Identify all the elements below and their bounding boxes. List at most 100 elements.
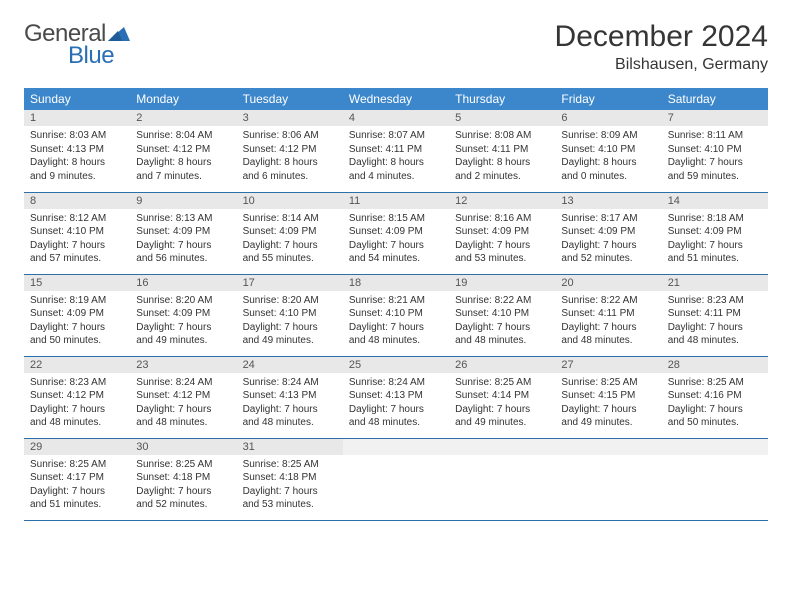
sunrise-label: Sunrise:	[30, 213, 67, 224]
sunrise-line: Sunrise: 8:20 AM	[243, 294, 337, 308]
sunset-line: Sunset: 4:11 PM	[561, 307, 655, 321]
day-details: Sunrise: 8:22 AMSunset: 4:10 PMDaylight:…	[449, 291, 555, 352]
sunrise-line: Sunrise: 8:25 AM	[455, 376, 549, 390]
calendar-cell: 31Sunrise: 8:25 AMSunset: 4:18 PMDayligh…	[237, 438, 343, 520]
sunset-line: Sunset: 4:13 PM	[349, 389, 443, 403]
sunset-line: Sunset: 4:15 PM	[561, 389, 655, 403]
sunrise-line: Sunrise: 8:13 AM	[136, 212, 230, 226]
sunset-line: Sunset: 4:18 PM	[136, 471, 230, 485]
daylight-label: Daylight:	[136, 240, 175, 251]
sunrise-line: Sunrise: 8:08 AM	[455, 129, 549, 143]
day-details: Sunrise: 8:09 AMSunset: 4:10 PMDaylight:…	[555, 126, 661, 187]
daylight-label: Daylight:	[136, 322, 175, 333]
sunrise-line: Sunrise: 8:22 AM	[455, 294, 549, 308]
sunset-label: Sunset:	[455, 144, 489, 155]
daylight-line: Daylight: 7 hours and 50 minutes.	[30, 321, 124, 348]
sunrise-line: Sunrise: 8:04 AM	[136, 129, 230, 143]
sunrise-line: Sunrise: 8:22 AM	[561, 294, 655, 308]
sunrise-value: 8:25 AM	[495, 377, 532, 388]
sunset-label: Sunset:	[243, 308, 277, 319]
daylight-line: Daylight: 8 hours and 0 minutes.	[561, 156, 655, 183]
sunset-label: Sunset:	[668, 144, 702, 155]
sunrise-label: Sunrise:	[136, 213, 173, 224]
sunset-value: 4:13 PM	[279, 390, 316, 401]
sunset-value: 4:11 PM	[386, 144, 423, 155]
sunrise-value: 8:14 AM	[282, 213, 319, 224]
sunset-label: Sunset:	[30, 390, 64, 401]
sunset-line: Sunset: 4:11 PM	[349, 143, 443, 157]
day-details: Sunrise: 8:18 AMSunset: 4:09 PMDaylight:…	[662, 209, 768, 270]
day-number: 3	[237, 110, 343, 126]
logo-text-blue: Blue	[68, 42, 114, 70]
location-text: Bilshausen, Germany	[555, 56, 768, 74]
sunset-value: 4:10 PM	[67, 226, 104, 237]
logo: General Blue	[24, 20, 130, 70]
sunrise-line: Sunrise: 8:25 AM	[30, 458, 124, 472]
calendar-cell: 15Sunrise: 8:19 AMSunset: 4:09 PMDayligh…	[24, 274, 130, 356]
calendar-cell: 26Sunrise: 8:25 AMSunset: 4:14 PMDayligh…	[449, 356, 555, 438]
sunset-value: 4:09 PM	[492, 226, 529, 237]
day-number: 28	[662, 357, 768, 373]
day-number: 26	[449, 357, 555, 373]
sunrise-value: 8:25 AM	[601, 377, 638, 388]
sunset-line: Sunset: 4:18 PM	[243, 471, 337, 485]
daylight-label: Daylight:	[668, 404, 707, 415]
daylight-label: Daylight:	[30, 486, 69, 497]
daylight-label: Daylight:	[668, 240, 707, 251]
daylight-line: Daylight: 8 hours and 2 minutes.	[455, 156, 549, 183]
daylight-line: Daylight: 7 hours and 49 minutes.	[561, 403, 655, 430]
daylight-label: Daylight:	[561, 404, 600, 415]
sunrise-value: 8:23 AM	[69, 377, 106, 388]
sunrise-label: Sunrise:	[561, 295, 598, 306]
daylight-label: Daylight:	[136, 157, 175, 168]
sunset-value: 4:10 PM	[704, 144, 741, 155]
day-details: Sunrise: 8:14 AMSunset: 4:09 PMDaylight:…	[237, 209, 343, 270]
sunset-value: 4:09 PM	[279, 226, 316, 237]
day-number-empty	[662, 439, 768, 455]
daylight-line: Daylight: 7 hours and 49 minutes.	[136, 321, 230, 348]
day-number: 7	[662, 110, 768, 126]
day-details: Sunrise: 8:25 AMSunset: 4:17 PMDaylight:…	[24, 455, 130, 516]
sunrise-value: 8:17 AM	[601, 213, 638, 224]
sunrise-value: 8:22 AM	[601, 295, 638, 306]
daylight-label: Daylight:	[349, 240, 388, 251]
sunrise-label: Sunrise:	[561, 130, 598, 141]
day-header: Saturday	[662, 88, 768, 110]
sunset-label: Sunset:	[243, 226, 277, 237]
daylight-label: Daylight:	[561, 322, 600, 333]
sunrise-value: 8:21 AM	[388, 295, 425, 306]
day-details: Sunrise: 8:25 AMSunset: 4:18 PMDaylight:…	[237, 455, 343, 516]
day-number: 12	[449, 193, 555, 209]
sunrise-line: Sunrise: 8:25 AM	[243, 458, 337, 472]
day-details: Sunrise: 8:22 AMSunset: 4:11 PMDaylight:…	[555, 291, 661, 352]
daylight-line: Daylight: 8 hours and 4 minutes.	[349, 156, 443, 183]
calendar-cell: 3Sunrise: 8:06 AMSunset: 4:12 PMDaylight…	[237, 110, 343, 192]
sunset-line: Sunset: 4:09 PM	[561, 225, 655, 239]
sunset-value: 4:09 PM	[704, 226, 741, 237]
sunrise-label: Sunrise:	[668, 377, 705, 388]
sunrise-line: Sunrise: 8:14 AM	[243, 212, 337, 226]
sunrise-line: Sunrise: 8:12 AM	[30, 212, 124, 226]
calendar-cell: 20Sunrise: 8:22 AMSunset: 4:11 PMDayligh…	[555, 274, 661, 356]
sunrise-value: 8:24 AM	[282, 377, 319, 388]
calendar-cell: 6Sunrise: 8:09 AMSunset: 4:10 PMDaylight…	[555, 110, 661, 192]
sunset-label: Sunset:	[243, 390, 277, 401]
sunrise-value: 8:24 AM	[176, 377, 213, 388]
daylight-line: Daylight: 7 hours and 48 minutes.	[349, 321, 443, 348]
day-details: Sunrise: 8:24 AMSunset: 4:13 PMDaylight:…	[237, 373, 343, 434]
day-details: Sunrise: 8:03 AMSunset: 4:13 PMDaylight:…	[24, 126, 130, 187]
day-details: Sunrise: 8:25 AMSunset: 4:16 PMDaylight:…	[662, 373, 768, 434]
calendar-cell	[555, 438, 661, 520]
day-number: 27	[555, 357, 661, 373]
sunset-label: Sunset:	[349, 308, 383, 319]
day-header: Friday	[555, 88, 661, 110]
daylight-label: Daylight:	[561, 240, 600, 251]
sunset-label: Sunset:	[30, 308, 64, 319]
calendar-cell: 10Sunrise: 8:14 AMSunset: 4:09 PMDayligh…	[237, 192, 343, 274]
sunrise-value: 8:03 AM	[69, 130, 106, 141]
day-number: 25	[343, 357, 449, 373]
day-number: 18	[343, 275, 449, 291]
sunset-line: Sunset: 4:17 PM	[30, 471, 124, 485]
calendar-cell: 7Sunrise: 8:11 AMSunset: 4:10 PMDaylight…	[662, 110, 768, 192]
day-number: 9	[130, 193, 236, 209]
